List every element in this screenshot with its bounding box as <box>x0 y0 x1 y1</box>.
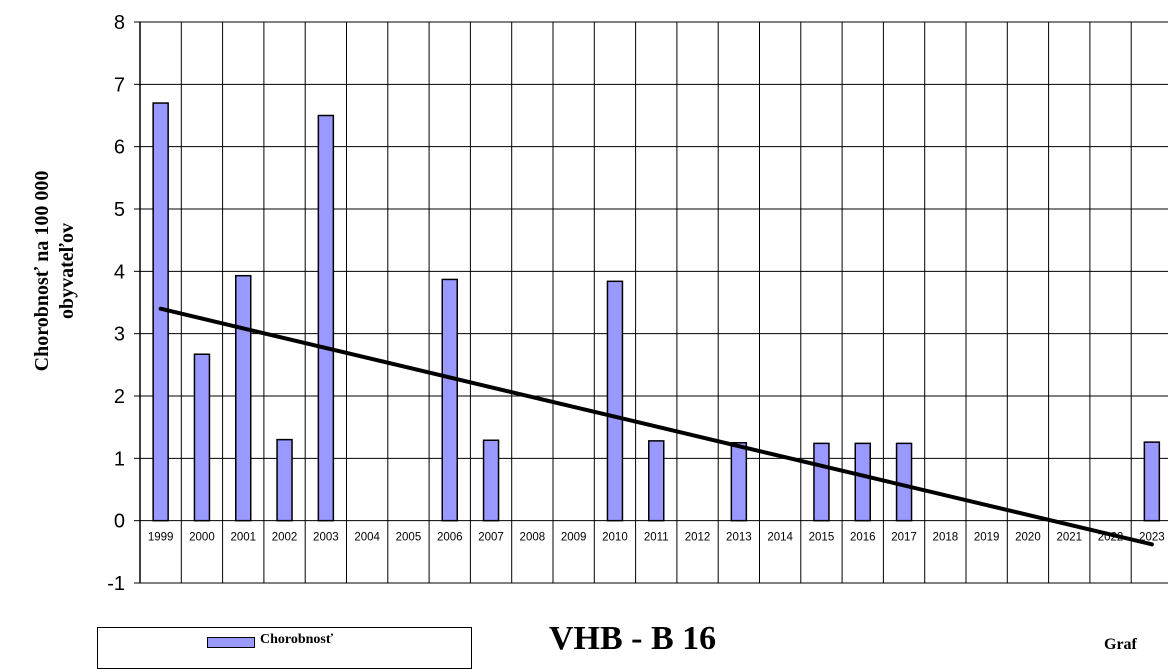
legend: Chorobnosť <box>97 627 472 669</box>
x-tick-label: 2005 <box>396 532 422 544</box>
legend-label: Chorobnosť <box>260 632 334 647</box>
bar-2006 <box>441 278 458 522</box>
legend-swatch <box>207 637 255 648</box>
axes <box>134 21 141 584</box>
x-tick-label: 2006 <box>437 532 463 544</box>
x-tick-label: 2023 <box>1139 532 1165 544</box>
x-tick-label: 2016 <box>850 532 876 544</box>
bar-2017 <box>895 442 913 522</box>
y-tick-label: 6 <box>114 137 125 159</box>
bar-2000 <box>193 353 211 522</box>
chart: Chorobnosť na 100 000 obyvateľov -1 0 1 2 3 4… <box>31 12 1168 595</box>
y-ticks: -1 0 1 2 3 4 5 6 7 8 <box>107 12 125 595</box>
gridlines <box>139 21 1168 584</box>
y-tick-label: 4 <box>114 261 125 283</box>
x-tick-label: 2022 <box>1098 532 1124 544</box>
y-tick-label: -1 <box>107 573 125 595</box>
x-tick-label: 2011 <box>644 532 669 544</box>
x-tick-label: 2008 <box>520 532 546 544</box>
y-tick-label: 3 <box>114 324 125 346</box>
x-tick-label: 2007 <box>478 532 504 544</box>
y-axis-label: Chorobnosť na 100 000 obyvateľov <box>31 171 78 372</box>
x-tick-label: 2009 <box>561 532 587 544</box>
y-tick-label: 8 <box>114 12 125 34</box>
bar-2011 <box>648 440 665 522</box>
x-tick-label: 2001 <box>230 532 256 544</box>
y-tick-label: 5 <box>114 199 125 221</box>
y-tick-label: 2 <box>114 386 125 408</box>
footer-right-text: Graf <box>1104 636 1137 653</box>
bar-2013 <box>730 442 748 522</box>
x-tick-label: 2021 <box>1056 532 1082 544</box>
x-tick-label: 2012 <box>685 532 711 544</box>
bar-2023 <box>1143 441 1161 522</box>
bar-2001 <box>235 274 252 522</box>
x-tick-label: 2010 <box>602 532 628 544</box>
x-tick-label: 1999 <box>148 532 174 544</box>
y-tick-label: 0 <box>114 511 125 533</box>
x-tick-label: 2004 <box>354 532 380 544</box>
y-axis-label-line1: Chorobnosť na 100 000 <box>31 171 53 372</box>
x-tick-label: 2015 <box>809 532 835 544</box>
x-tick-label: 2017 <box>891 532 917 544</box>
bar-2016 <box>854 442 871 522</box>
bar-2010 <box>606 280 624 522</box>
x-ticks: 1999 2000 2001 2002 2003 2004 2005 2006 2007 2008… <box>148 532 1165 544</box>
x-tick-label: 2014 <box>767 532 793 544</box>
x-tick-label: 2003 <box>313 532 339 544</box>
bar-2007 <box>482 439 500 522</box>
footer-title: VHB - B 16 <box>549 620 717 657</box>
bar-2003 <box>317 114 335 522</box>
x-tick-label: 2002 <box>272 532 298 544</box>
bars <box>152 102 1161 522</box>
y-axis-label-line2: obyvateľov <box>56 223 78 319</box>
x-tick-label: 2000 <box>189 532 215 544</box>
bar-2015 <box>813 442 830 522</box>
trendline <box>158 306 1154 547</box>
x-tick-label: 2018 <box>933 532 959 544</box>
y-tick-label: 1 <box>114 448 125 470</box>
bar-2002 <box>276 438 293 522</box>
x-tick-label: 2019 <box>974 532 1000 544</box>
x-tick-label: 2020 <box>1015 532 1041 544</box>
trendline-group <box>158 306 1154 547</box>
x-tick-label: 2013 <box>726 532 752 544</box>
y-tick-label: 7 <box>114 74 125 96</box>
